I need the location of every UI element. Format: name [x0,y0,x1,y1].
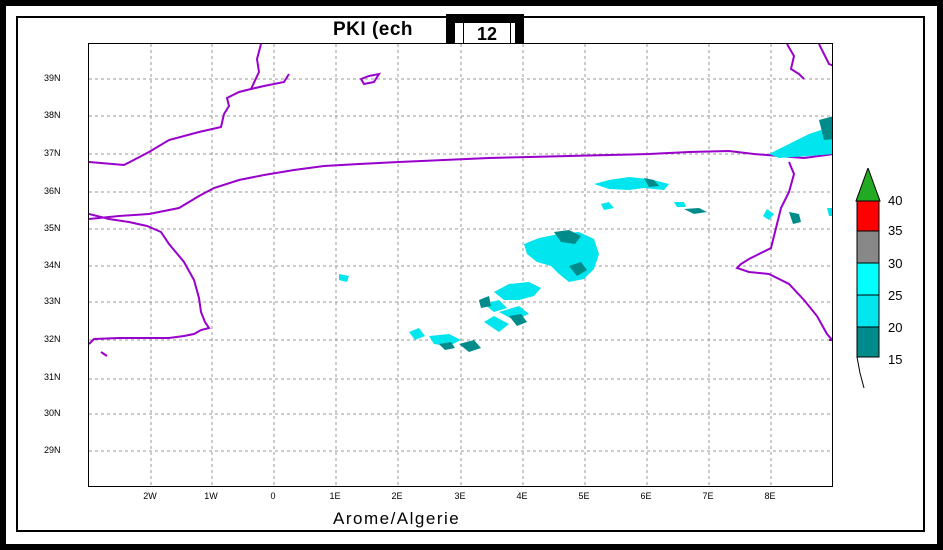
grid-lines [89,44,832,486]
legend-label: 25 [888,288,903,303]
legend-label: 30 [888,256,903,271]
x-tick-label: 5E [578,491,590,501]
y-tick-label: 37N [44,148,61,158]
x-tick-label: 1E [329,491,341,501]
y-tick-label: 33N [44,296,61,306]
map-plot-area[interactable] [88,43,833,487]
legend-colorbar [855,168,881,389]
legend-arrow-icon [855,168,881,202]
x-tick-label: 6E [640,491,652,501]
x-tick-label: 8E [764,491,776,501]
x-tick-label: 7E [702,491,714,501]
y-tick-label: 34N [44,260,61,270]
legend-label: 40 [888,193,903,208]
y-tick-label: 36N [44,186,61,196]
y-tick-label: 31N [44,372,61,382]
y-tick-label: 38N [44,110,61,120]
y-tick-label: 32N [44,334,61,344]
legend-label: 20 [888,320,903,335]
x-tick-label: 2W [143,491,157,501]
coastlines [89,44,832,357]
x-tick-label: 0 [270,491,276,501]
legend-label: 35 [888,223,903,238]
x-tick-label: 3E [454,491,466,501]
y-tick-label: 35N [44,223,61,233]
y-tick-label: 39N [44,73,61,83]
y-tick-label: 29N [44,445,61,455]
x-tick-label: 4E [516,491,528,501]
legend-label: 15 [888,352,903,367]
y-tick-label: 30N [44,408,61,418]
x-tick-label: 1W [204,491,218,501]
x-axis-title: Arome/Algerie [333,509,461,528]
map-canvas [89,44,832,486]
precipitation-areas [339,116,832,352]
x-tick-label: 2E [391,491,403,501]
